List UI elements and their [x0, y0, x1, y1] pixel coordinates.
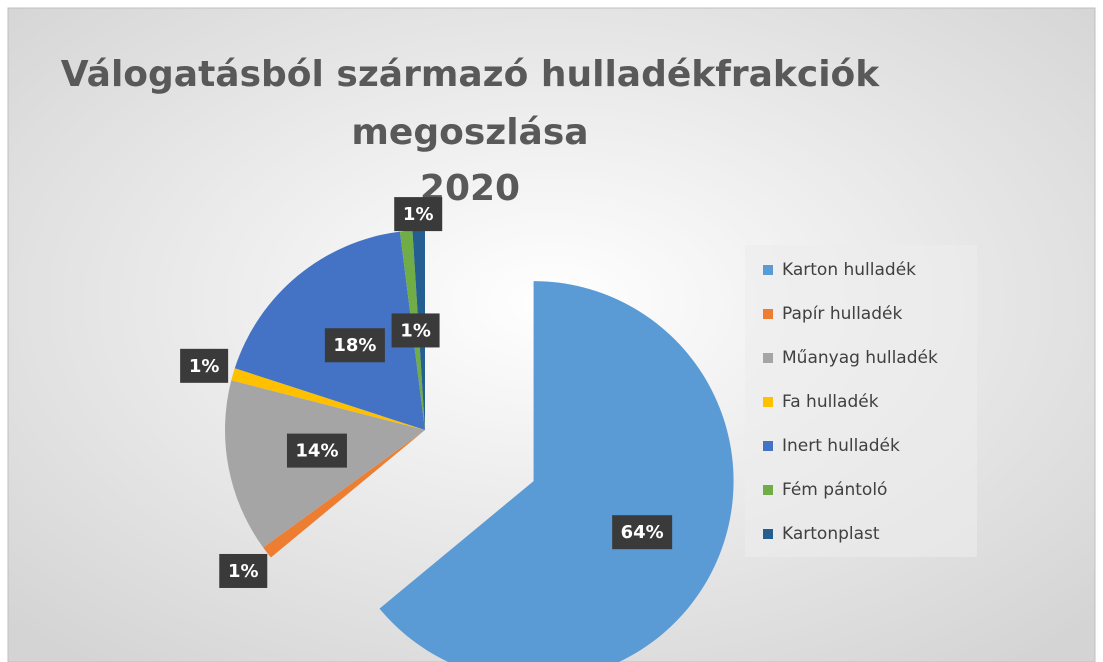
data-label: 1% [228, 561, 259, 582]
data-label: 1% [400, 320, 431, 341]
legend-label: Kartonplast [782, 524, 880, 544]
data-label-box [391, 313, 440, 348]
legend-swatch [763, 441, 773, 451]
legend-swatch [763, 265, 773, 275]
data-label: 1% [189, 356, 220, 377]
pie-slice [231, 368, 425, 430]
legend-swatch [763, 529, 773, 539]
data-label: 18% [333, 335, 376, 356]
data-label-box [612, 515, 673, 550]
data-label-box [180, 348, 229, 383]
pie-slice [263, 430, 425, 558]
legend-label: Papír hulladék [782, 304, 902, 324]
legend-label: Műanyag hulladék [782, 348, 938, 368]
data-label: 1% [403, 204, 434, 225]
legend-label: Fa hulladék [782, 392, 879, 412]
chart-title: Válogatásból származó hulladékfrakciók [61, 54, 880, 95]
pie-slice [379, 281, 734, 662]
legend-box [745, 245, 977, 557]
legend-label: Inert hulladék [782, 436, 900, 456]
data-label-box [394, 197, 443, 232]
legend-swatch [763, 397, 773, 407]
data-label: 14% [295, 441, 338, 462]
legend-swatch [763, 353, 773, 363]
data-label-box [324, 328, 385, 363]
legend-label: Karton hulladék [782, 260, 916, 280]
data-label-box [219, 553, 268, 588]
legend-swatch [763, 309, 773, 319]
data-label: 64% [621, 522, 664, 543]
legend-swatch [763, 485, 773, 495]
data-label-box [286, 433, 347, 468]
chart-title: megoszlása [351, 112, 588, 153]
legend-label: Fém pántoló [782, 480, 887, 500]
